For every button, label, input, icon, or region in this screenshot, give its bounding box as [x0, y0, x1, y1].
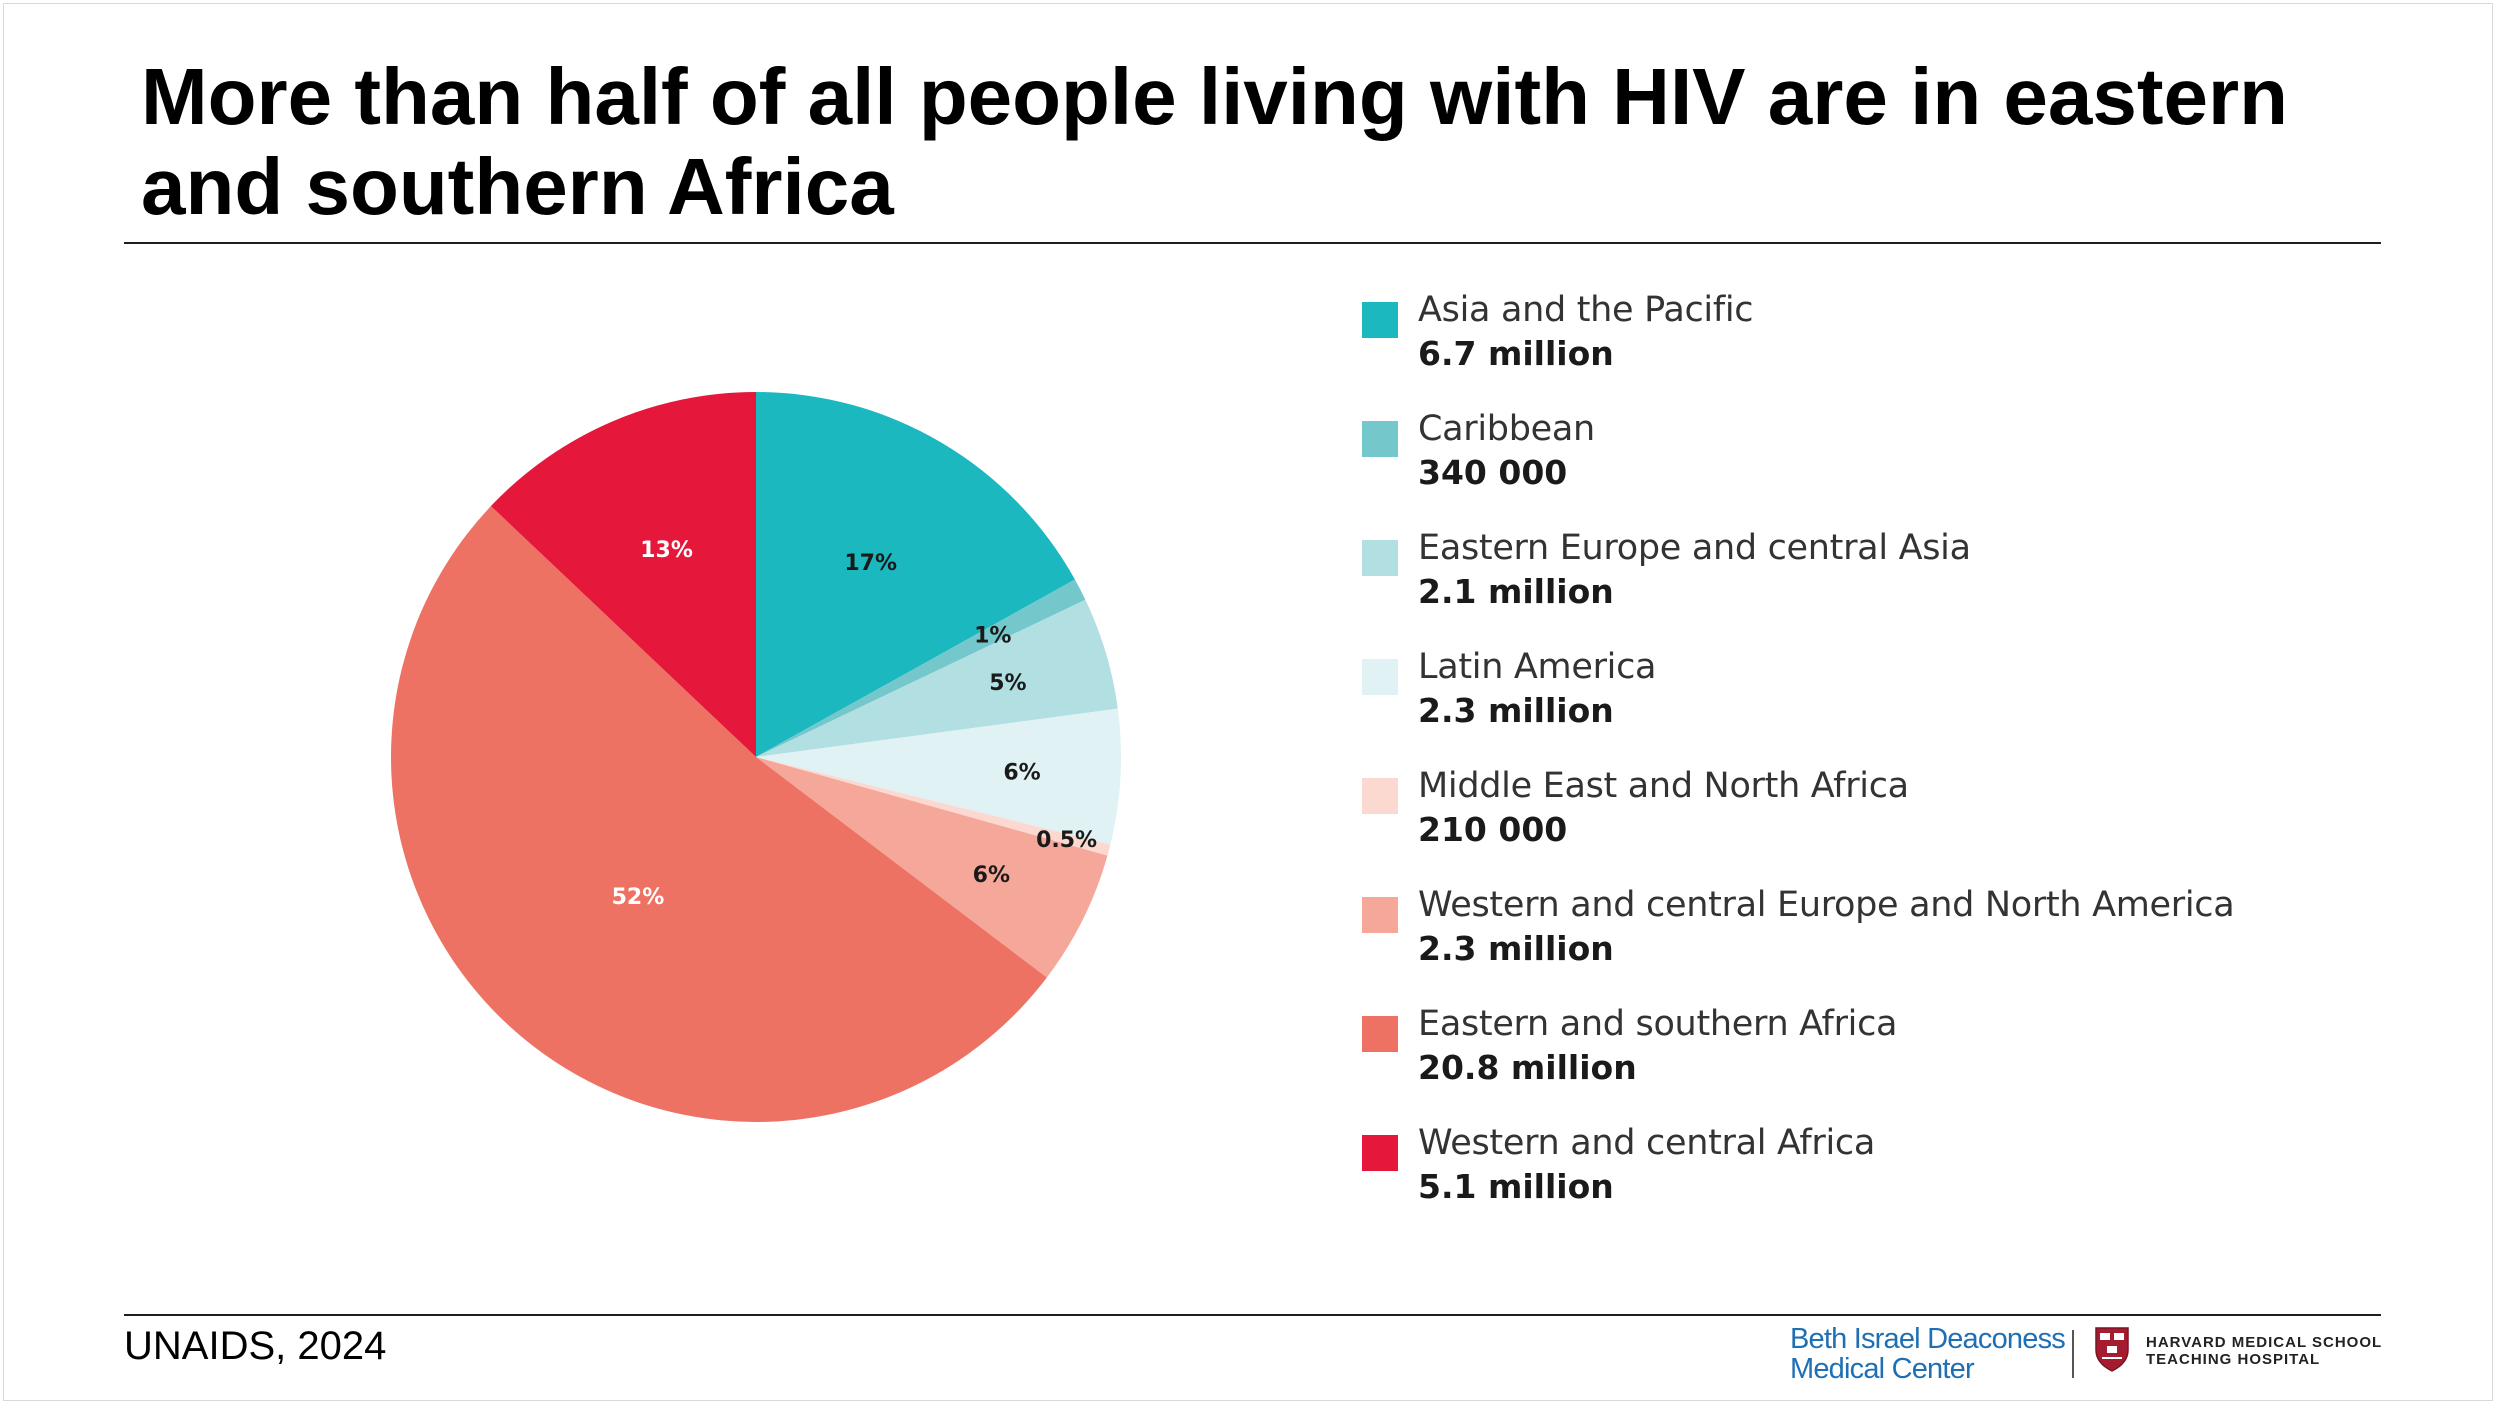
legend-region-name: Western and central Africa	[1418, 1123, 1876, 1163]
pie-slices	[391, 392, 1121, 1122]
pie-slice	[756, 599, 1118, 757]
pie-slice	[756, 392, 1075, 757]
legend-region-name: Eastern Europe and central Asia	[1418, 528, 1971, 568]
pie-slice	[756, 757, 1108, 978]
legend-region-name: Caribbean	[1418, 409, 1595, 449]
legend-item: Western and central Europe and North Ame…	[1362, 885, 2362, 1004]
bidmc-logo: Beth Israel Deaconess Medical Center	[1790, 1323, 2066, 1385]
legend-region-value: 2.3 million	[1418, 929, 1614, 968]
legend-swatch	[1362, 1016, 1398, 1052]
slice-percent-label: 1%	[974, 624, 1011, 649]
harvard-shield-icon	[2095, 1327, 2129, 1372]
legend-swatch	[1362, 302, 1398, 338]
title-divider	[124, 242, 2381, 244]
legend-region-name: Latin America	[1418, 647, 1657, 687]
legend-swatch	[1362, 1135, 1398, 1171]
legend-item: Latin America 2.3 million	[1362, 647, 2362, 766]
legend-region-value: 20.8 million	[1418, 1048, 1637, 1087]
legend-item: Caribbean 340 000	[1362, 409, 2362, 528]
legend-item: Asia and the Pacific 6.7 million	[1362, 290, 2362, 409]
source-citation: UNAIDS, 2024	[124, 1324, 387, 1368]
hms-logo-line1: HARVARD MEDICAL SCHOOL	[2146, 1334, 2383, 1351]
hms-logo-text: HARVARD MEDICAL SCHOOL TEACHING HOSPITAL	[2146, 1334, 2382, 1368]
slice-percent-label: 6%	[1003, 761, 1040, 786]
logo-divider	[2072, 1330, 2074, 1378]
slice-percent-label: 17%	[844, 551, 897, 576]
bidmc-logo-line2: Medical Center	[1790, 1353, 1975, 1385]
slide-frame	[3, 3, 2493, 1401]
pie-slice	[756, 708, 1121, 845]
footer-divider	[124, 1314, 2381, 1316]
slice-percent-label: 5%	[989, 671, 1026, 696]
legend-region-value: 5.1 million	[1418, 1167, 1614, 1206]
legend-region-name: Middle East and North Africa	[1418, 766, 1909, 806]
slice-percent-label: 52%	[612, 885, 665, 910]
legend-region-name: Asia and the Pacific	[1418, 290, 1754, 330]
slide-title: More than half of all people living with…	[141, 52, 2289, 231]
legend-swatch	[1362, 659, 1398, 695]
legend-item: Eastern Europe and central Asia 2.1 milli…	[1362, 528, 2362, 647]
legend-item: Eastern and southern Africa 20.8 million	[1362, 1004, 2362, 1123]
legend-region-value: 2.3 million	[1418, 691, 1614, 730]
bidmc-logo-line1: Beth Israel Deaconess	[1790, 1323, 2066, 1355]
legend-item: Western and central Africa 5.1 million	[1362, 1123, 2362, 1242]
hms-logo-line2: TEACHING HOSPITAL	[2146, 1351, 2321, 1368]
legend-region-value: 2.1 million	[1418, 572, 1614, 611]
pie-slice	[756, 579, 1086, 757]
pie-slice	[391, 506, 1047, 1122]
legend-region-value: 6.7 million	[1418, 334, 1614, 373]
legend-item: Middle East and North Africa 210 000	[1362, 766, 2362, 885]
legend-swatch	[1362, 540, 1398, 576]
pie-labels: 17% 1% 5% 6% 0.5% 6% 52% 13%	[612, 538, 1097, 910]
pie-slice	[490, 392, 756, 757]
legend-region-value: 210 000	[1418, 810, 1568, 849]
slice-percent-label: 13%	[640, 538, 693, 563]
legend-region-name: Western and central Europe and North Ame…	[1418, 885, 2235, 925]
slice-percent-label: 6%	[973, 863, 1010, 888]
legend-swatch	[1362, 778, 1398, 814]
slice-percent-label: 0.5%	[1036, 828, 1097, 853]
pie-slice	[756, 757, 1111, 856]
chart-legend: Asia and the Pacific 6.7 million Caribbean…	[1362, 290, 2362, 1242]
pie-chart: 17% 1% 5% 6% 0.5% 6% 52% 13%	[391, 392, 1121, 1122]
legend-region-name: Eastern and southern Africa	[1418, 1004, 1898, 1044]
legend-swatch	[1362, 421, 1398, 457]
legend-swatch	[1362, 897, 1398, 933]
legend-region-value: 340 000	[1418, 453, 1568, 492]
